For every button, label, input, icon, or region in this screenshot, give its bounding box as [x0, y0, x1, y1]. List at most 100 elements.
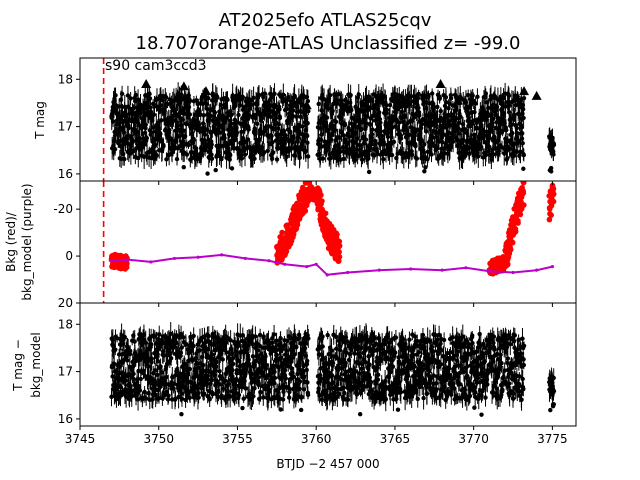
- data-point: [440, 139, 445, 145]
- bkg-model-point: [440, 268, 444, 272]
- data-point: [338, 149, 343, 154]
- upper-limit-marker: [293, 95, 304, 105]
- data-point: [136, 155, 141, 161]
- bkg-model-point: [511, 270, 515, 275]
- data-point: [125, 358, 130, 363]
- y-tick-label: 18: [58, 72, 73, 86]
- upper-limit-marker: [519, 86, 530, 96]
- data-point: [333, 119, 339, 125]
- data-point: [521, 95, 527, 101]
- bkg-point: [521, 202, 527, 208]
- data-point: [305, 154, 311, 159]
- data-point: [180, 139, 185, 144]
- y-tick-label: 0: [65, 249, 73, 263]
- data-point: [509, 122, 514, 128]
- bkg-model-point: [109, 259, 114, 263]
- data-point: [404, 150, 409, 156]
- data-point: [300, 124, 305, 129]
- data-point: [125, 93, 131, 98]
- data-point: [286, 94, 291, 100]
- data-point: [356, 92, 361, 97]
- data-point: [219, 156, 224, 162]
- data-point: [176, 394, 181, 400]
- data-point: [212, 110, 218, 115]
- data-point: [130, 139, 136, 144]
- data-point: [137, 388, 143, 393]
- data-point: [178, 350, 184, 355]
- data-point: [305, 120, 310, 126]
- data-point: [291, 135, 296, 141]
- outlier-point: [205, 171, 210, 176]
- bkg-model-point: [487, 269, 491, 273]
- data-point: [165, 101, 170, 107]
- data-point: [113, 93, 118, 98]
- data-point: [110, 119, 116, 124]
- top-ylabel: T mag: [33, 101, 47, 140]
- data-point: [187, 112, 193, 117]
- bkg-point: [279, 229, 285, 236]
- data-point: [257, 137, 262, 142]
- panel-middle-bkg: Bkg (red)/ bkg_model (purple) 20 0 -20: [4, 180, 577, 310]
- data-point: [336, 91, 341, 97]
- data-point: [166, 393, 171, 398]
- data-point: [341, 156, 347, 161]
- data-point: [435, 104, 440, 110]
- data-point: [144, 135, 150, 141]
- data-point: [218, 102, 224, 108]
- data-point: [486, 105, 491, 111]
- data-point: [201, 113, 207, 118]
- data-point: [305, 140, 310, 145]
- data-point: [389, 152, 395, 158]
- data-point: [121, 130, 127, 135]
- bkg-point: [336, 249, 342, 255]
- data-point: [157, 332, 162, 337]
- bkg-point: [283, 248, 290, 255]
- data-point: [414, 156, 420, 161]
- data-point: [348, 92, 353, 98]
- data-point: [320, 156, 326, 161]
- data-point: [518, 149, 523, 154]
- data-point: [202, 132, 208, 137]
- data-point: [268, 114, 273, 120]
- data-point: [191, 137, 196, 143]
- data-point: [434, 146, 440, 151]
- data-point: [470, 93, 475, 98]
- data-point: [277, 107, 282, 112]
- data-point: [208, 113, 214, 119]
- panel-top-tmag: s90 cam3ccd3 T mag 16 17 18: [33, 57, 577, 182]
- data-point: [306, 108, 311, 114]
- data-point: [228, 121, 234, 126]
- outlier-point: [181, 164, 186, 170]
- data-point: [277, 115, 283, 121]
- data-point: [416, 91, 421, 97]
- data-point: [551, 142, 557, 148]
- y-tick-label: 20: [58, 296, 73, 310]
- data-point: [375, 151, 380, 157]
- data-point: [242, 152, 248, 157]
- bkg-model-point: [172, 256, 177, 261]
- figure-title-line2: 18.707orange-ATLAS Unclassified z= -99.0: [136, 33, 521, 54]
- data-point: [416, 105, 421, 111]
- data-point: [269, 133, 274, 139]
- bkg-model-point: [125, 257, 129, 262]
- bkg-point: [322, 210, 329, 217]
- data-point: [215, 95, 220, 100]
- bkg-model-point: [464, 266, 468, 270]
- data-point: [395, 151, 400, 156]
- outlier-point: [521, 166, 526, 171]
- bkg-point: [550, 185, 557, 192]
- data-point: [274, 157, 280, 162]
- data-point: [449, 112, 454, 117]
- data-point: [327, 93, 333, 98]
- data-point: [504, 127, 509, 133]
- outlier-point: [229, 166, 235, 171]
- data-point: [136, 122, 142, 128]
- data-point: [246, 113, 252, 118]
- data-point: [173, 340, 179, 346]
- data-point: [458, 114, 463, 119]
- data-point: [131, 148, 136, 154]
- data-point: [155, 358, 161, 364]
- data-point: [448, 96, 454, 101]
